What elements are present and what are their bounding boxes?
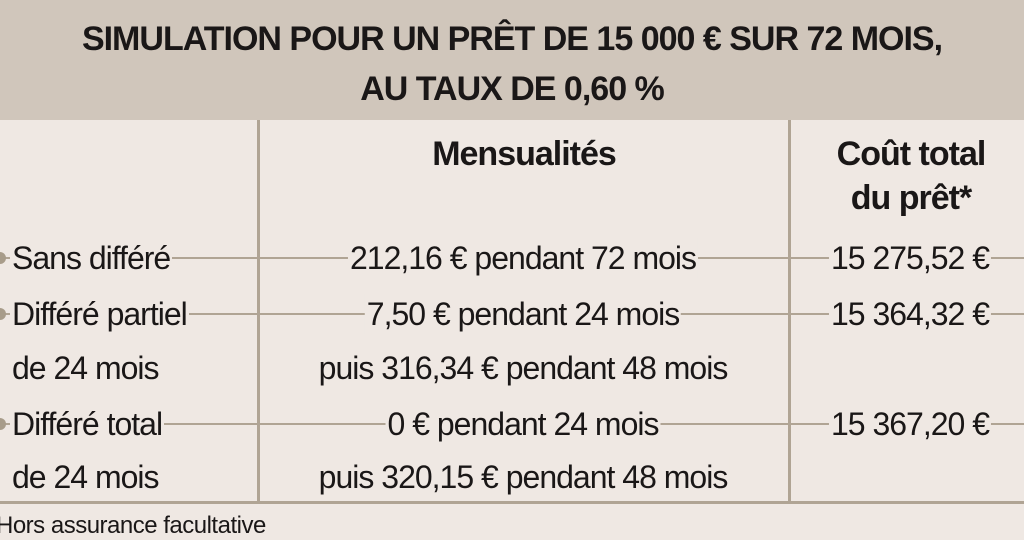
row-mensualite: 212,16 € pendant 72 mois [347,238,699,278]
row-label: Différé total [10,404,165,444]
row-label: Sans différé [10,238,173,278]
title-line-2: AU TAUX DE 0,60 % [360,70,665,108]
bullet-icon [0,308,6,320]
title-line-1: SIMULATION POUR UN PRÊT DE 15 000 € SUR … [81,20,943,58]
row-mensualite-2: puis 316,34 € pendant 48 mois [316,348,730,388]
column-divider [788,120,791,502]
row-cout: 15 364,32 € [828,294,992,334]
row-label-2: de 24 mois [10,348,161,388]
table-bottom-rule [0,501,1024,504]
row-label: Différé partiel [10,294,189,334]
title-band [0,0,1024,120]
column-header-mensualites: Mensualités [432,135,617,173]
row-mensualite: 7,50 € pendant 24 mois [364,294,682,334]
row-cout: 15 275,52 € [828,238,992,278]
bullet-icon [0,252,6,264]
row-mensualite: 0 € pendant 24 mois [385,404,661,444]
column-header-cout-line2: du prêt* [850,179,972,217]
row-mensualite-2: puis 320,15 € pendant 48 mois [316,457,730,497]
column-divider [257,120,260,502]
row-label-2: de 24 mois [10,457,161,497]
bullet-icon [0,418,6,430]
column-header-cout-line1: Coût total [836,135,987,173]
row-cout: 15 367,20 € [828,404,992,444]
footnote: Hors assurance facultative [0,512,266,539]
